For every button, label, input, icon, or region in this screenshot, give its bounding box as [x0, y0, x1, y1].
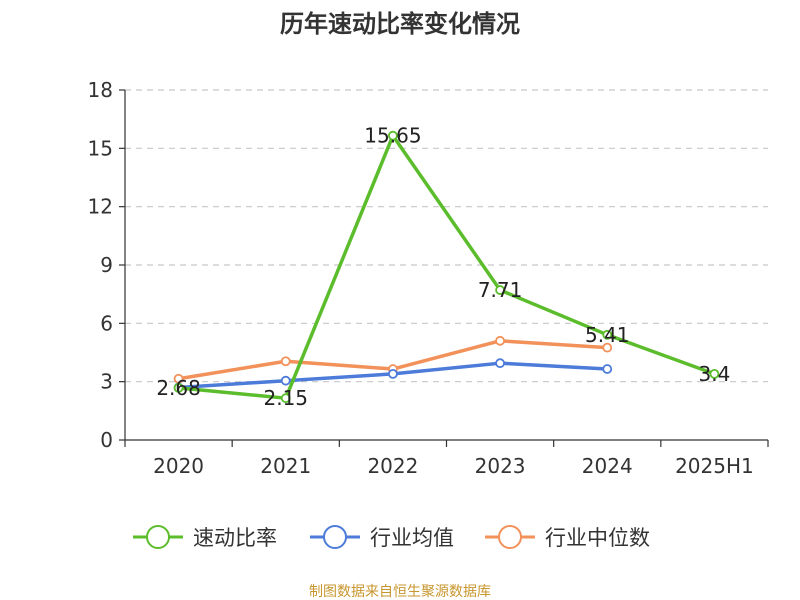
data-labels: 2.68 2.15 15.65 7.71 5.41 3.4 [156, 124, 730, 411]
chart-title: 历年速动比率变化情况 [280, 10, 520, 38]
y-tick-label: 9 [100, 253, 113, 277]
legend-marker [498, 525, 522, 549]
data-point [602, 342, 613, 353]
data-point [280, 375, 291, 386]
data-label: 7.71 [478, 278, 523, 302]
legend-label: 行业中位数 [545, 526, 650, 550]
data-point [173, 382, 184, 393]
data-point [602, 329, 613, 340]
y-tick-label: 6 [100, 311, 113, 335]
y-tick-label: 15 [88, 136, 113, 160]
y-tick-label: 3 [100, 370, 113, 394]
legend-label: 速动比率 [193, 526, 277, 550]
y-tick-label: 18 [88, 78, 113, 102]
series-line [176, 133, 717, 400]
data-point [602, 364, 613, 374]
grid [125, 89, 768, 383]
y-tick-label: 0 [100, 428, 113, 452]
data-point [709, 368, 720, 379]
axes: 0 3 6 9 12 15 18 2020 2021 2022 2023 2024 2025H1 [88, 78, 769, 478]
series [173, 130, 720, 404]
x-tick-label: 2023 [475, 454, 526, 478]
data-point [495, 358, 505, 369]
data-label: 15.65 [364, 124, 421, 148]
data-point [280, 356, 291, 367]
legend-label: 行业均值 [370, 526, 454, 550]
data-label: 5.41 [585, 323, 630, 347]
x-tick-label: 2022 [367, 454, 418, 478]
data-point [388, 130, 398, 141]
data-label: 2.68 [156, 376, 201, 400]
legend: 速动比率 行业均值 行业中位数 [133, 525, 650, 550]
data-point [495, 335, 505, 346]
data-point [495, 285, 505, 295]
data-label: 2.15 [263, 386, 308, 410]
data-label: 3.4 [699, 362, 731, 386]
data-point [388, 368, 398, 379]
x-tick-label: 2021 [260, 454, 311, 478]
source-note: 制图数据来自恒生聚源数据库 [309, 584, 491, 600]
legend-marker [146, 525, 170, 549]
data-point [280, 393, 291, 404]
x-tick-label: 2025H1 [675, 454, 754, 478]
x-tick-label: 2024 [582, 454, 633, 478]
y-tick-label: 12 [88, 195, 113, 219]
legend-marker [323, 525, 347, 549]
x-tick-label: 2020 [153, 454, 204, 478]
